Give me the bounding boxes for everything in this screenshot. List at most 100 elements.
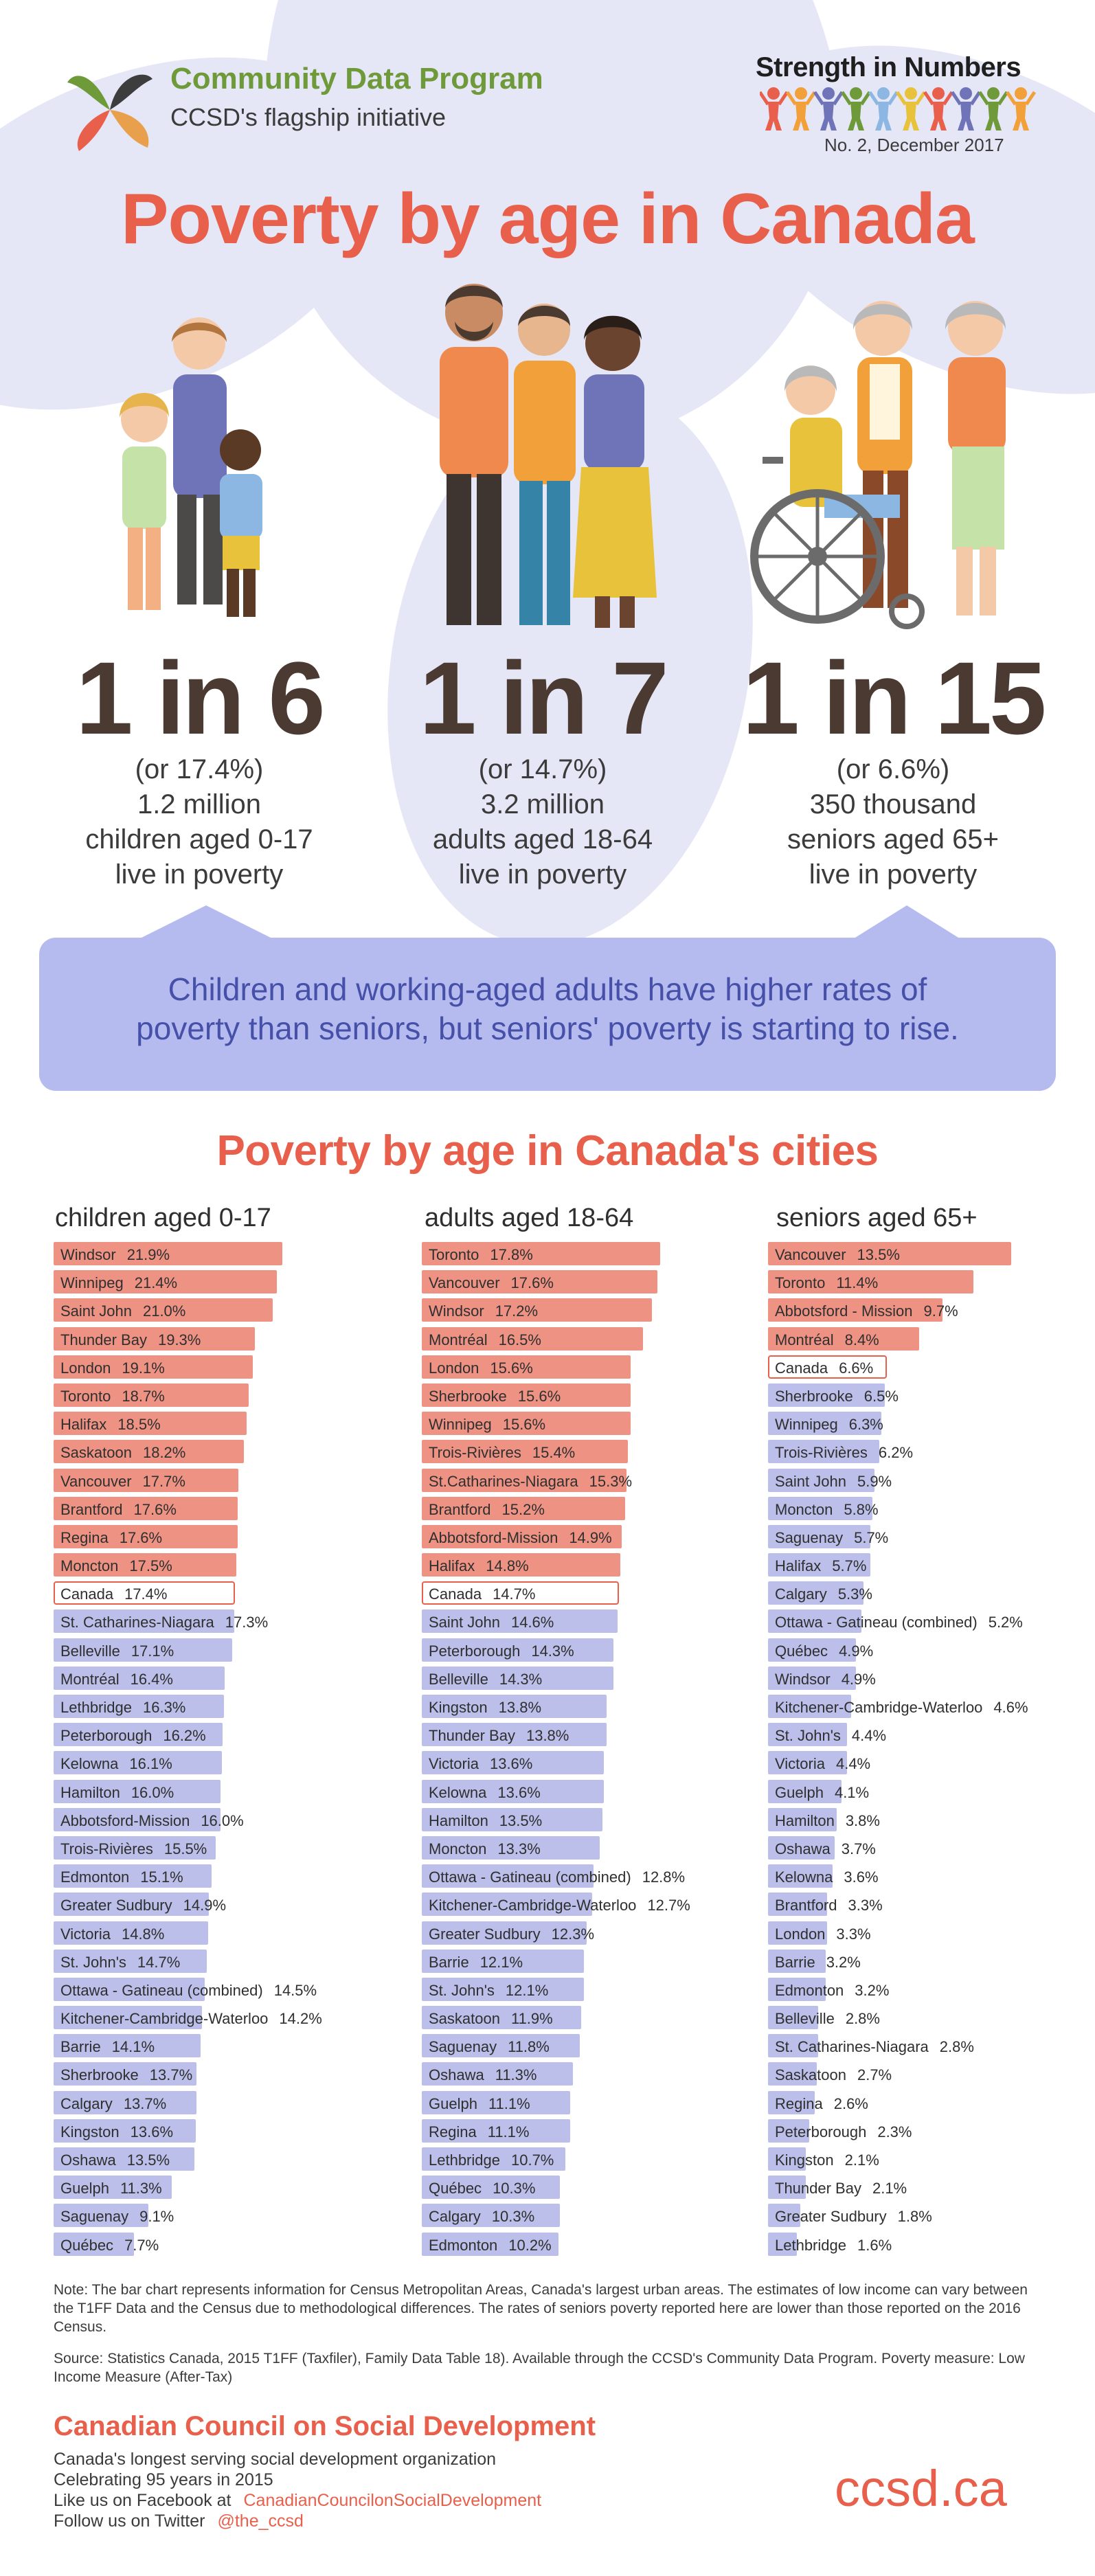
bar-label: Oshawa 3.7% xyxy=(775,1840,876,1858)
person-head xyxy=(850,87,862,100)
value-label: 13.7% xyxy=(123,2094,167,2112)
bar xyxy=(54,1609,234,1634)
bar-row: Saguenay 11.8% xyxy=(422,2032,765,2060)
bar-label: Barrie 14.1% xyxy=(60,2038,155,2056)
value-label: 6.6% xyxy=(839,1359,874,1377)
bar-label: Thunder Bay 2.1% xyxy=(775,2180,907,2197)
bar xyxy=(422,1949,584,1973)
facebook-link[interactable]: CanadianCouncilonSocialDevelopment xyxy=(243,2491,542,2510)
bar xyxy=(54,1298,273,1322)
twitter-line: Follow us on Twitter @the_ccsd xyxy=(54,2511,304,2531)
children-chart-title: children aged 0-17 xyxy=(55,1204,271,1232)
bar-label: Hamilton 16.0% xyxy=(60,1784,174,1802)
bar-label: Saint John 5.9% xyxy=(775,1473,892,1491)
bar-label: Regina 11.1% xyxy=(429,2123,529,2141)
category-label: Kelowna xyxy=(60,1755,119,1773)
person-head xyxy=(987,87,1000,100)
category-label: Saguenay xyxy=(60,2208,129,2226)
category-label: St. Catharines-Niagara xyxy=(60,1614,214,1631)
category-label: Guelph xyxy=(60,2180,109,2197)
bar-label: Vancouver 17.7% xyxy=(60,1473,185,1491)
bar-row: Saint John 21.0% xyxy=(54,1296,411,1324)
value-label: 5.2% xyxy=(988,1614,1023,1631)
value-label: 16.0% xyxy=(201,1811,244,1829)
bar-label: Edmonton 10.2% xyxy=(429,2237,552,2255)
bar-row: Hamilton 16.0% xyxy=(54,1778,411,1806)
category-label: Hamilton xyxy=(429,1811,488,1829)
cdp-leaf-logo-icon xyxy=(67,74,153,151)
value-label: 17.8% xyxy=(490,1246,533,1263)
bar-label: London 15.6% xyxy=(429,1359,533,1377)
cities-section-title: Poverty by age in Canada's cities xyxy=(216,1127,879,1175)
bar xyxy=(768,1496,872,1520)
value-label: 2.7% xyxy=(857,2066,892,2084)
bar-label: Edmonton 3.2% xyxy=(775,1982,889,2000)
bar-row: St. John's 4.4% xyxy=(768,1721,1070,1749)
bar-row: Thunder Bay 2.1% xyxy=(768,2173,1070,2202)
bar-row: London 19.1% xyxy=(54,1353,411,1381)
bar-label: Moncton 17.5% xyxy=(60,1557,172,1575)
category-label: Toronto xyxy=(429,1246,479,1263)
bar xyxy=(54,1383,249,1407)
value-label: 14.8% xyxy=(486,1557,529,1575)
category-label: Oshawa xyxy=(775,1840,831,1857)
bar-row: Ottawa - Gatineau (combined) 14.5% xyxy=(54,1976,411,2004)
bar-label: Thunder Bay 19.3% xyxy=(60,1331,201,1349)
bar-label: Kingston 13.8% xyxy=(429,1699,541,1717)
value-label: 17.3% xyxy=(225,1614,269,1631)
children-caption: live in poverty xyxy=(115,859,284,890)
bar-label: Saint John 14.6% xyxy=(429,1614,554,1631)
canada-average-bar xyxy=(54,1581,236,1605)
website-link[interactable]: ccsd.ca xyxy=(835,2460,1007,2517)
value-label: 17.7% xyxy=(142,1472,185,1490)
bar-label: Hamilton 3.8% xyxy=(775,1812,880,1830)
value-label: 14.9% xyxy=(183,1897,227,1914)
bar-row: Edmonton 15.1% xyxy=(54,1862,411,1890)
bar-label: Moncton 5.8% xyxy=(775,1501,879,1519)
bar-row: Kelowna 3.6% xyxy=(768,1862,1070,1890)
twitter-link[interactable]: @the_ccsd xyxy=(217,2511,304,2531)
bar-label: Canada 6.6% xyxy=(775,1359,873,1377)
value-label: 1.8% xyxy=(897,2208,932,2226)
bar xyxy=(54,2119,196,2143)
bar-row: Guelph 4.1% xyxy=(768,1778,1070,1806)
bar-row: Calgary 13.7% xyxy=(54,2089,411,2117)
value-label: 14.7% xyxy=(137,1953,181,1971)
bar xyxy=(768,1270,973,1294)
bar xyxy=(422,1666,613,1690)
bar xyxy=(422,2090,571,2114)
category-label: Saguenay xyxy=(429,2038,497,2056)
category-label: Edmonton xyxy=(429,2236,498,2254)
category-label: Sherbrooke xyxy=(60,2066,139,2084)
bar-label: Trois-Rivières 15.5% xyxy=(60,1840,207,1858)
bar-row: Abbotsford - Mission 9.7% xyxy=(768,1296,1070,1324)
bar xyxy=(54,1893,210,1917)
category-label: Québec xyxy=(775,1642,828,1660)
value-label: 19.3% xyxy=(157,1331,201,1348)
canada-average-bar xyxy=(768,1355,887,1379)
category-label: Greater Sudbury xyxy=(429,1925,541,1943)
bar-label: St.Catharines-Niagara 15.3% xyxy=(429,1473,632,1491)
bar-row: Oshawa 11.3% xyxy=(422,2060,765,2088)
seniors-percent: (or 6.6%) xyxy=(836,754,950,784)
bar xyxy=(422,1921,587,1945)
category-label: Brantford xyxy=(60,1500,123,1518)
bar-row: Lethbridge 16.3% xyxy=(54,1693,411,1721)
value-label: 5.8% xyxy=(844,1500,879,1518)
bar-label: Montréal 16.5% xyxy=(429,1331,541,1349)
bar-row: Oshawa 3.7% xyxy=(768,1834,1070,1862)
bar xyxy=(768,2204,801,2228)
bar-label: Peterborough 16.2% xyxy=(60,1727,206,1745)
seniors-count: 350 thousand xyxy=(809,789,977,820)
category-label: Trois-Rivières xyxy=(775,1444,868,1462)
category-label: Windsor xyxy=(60,1246,116,1263)
person-body xyxy=(985,102,1002,131)
bar xyxy=(768,1440,880,1464)
category-label: Moncton xyxy=(775,1500,833,1518)
category-label: Halifax xyxy=(429,1557,475,1575)
children-group: children aged 0-17 xyxy=(85,824,313,855)
bar-row: Ottawa - Gatineau (combined) 5.2% xyxy=(768,1607,1070,1636)
bar-row: Québec 7.7% xyxy=(54,2230,411,2259)
bar xyxy=(54,1440,244,1464)
value-label: 10.7% xyxy=(510,2151,554,2169)
